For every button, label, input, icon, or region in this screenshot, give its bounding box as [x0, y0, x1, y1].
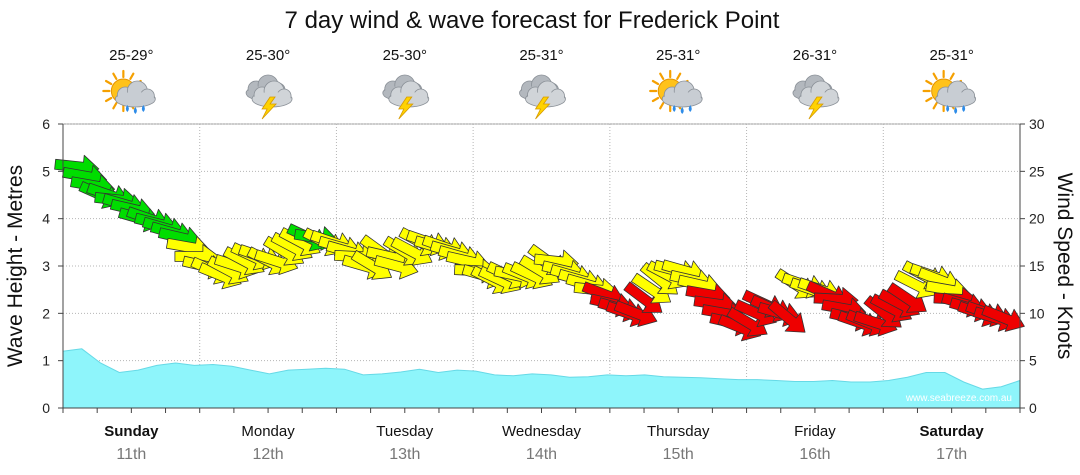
wave-height-area	[62, 348, 1021, 409]
rain-drop-icon	[672, 105, 676, 112]
y2-tick-label: 10	[1029, 305, 1045, 321]
day-name-label: Wednesday	[502, 423, 581, 440]
day-date-label: 12th	[253, 446, 284, 463]
wind-arrow	[623, 281, 663, 313]
day-temp-range: 25-31°	[656, 47, 700, 64]
y2-tick-label: 25	[1029, 163, 1045, 179]
day-name-label: Monday	[241, 423, 295, 440]
cloud-thunder-icon	[382, 74, 430, 120]
y-tick-label: 1	[42, 353, 50, 369]
rain-drop-icon	[962, 105, 966, 112]
rain-drop-icon	[133, 107, 137, 114]
day-name-label: Tuesday	[376, 423, 433, 440]
day-name-label: Sunday	[104, 423, 159, 440]
y2-tick-label: 5	[1029, 353, 1037, 369]
cloud-icon	[525, 80, 566, 108]
cloud-icon	[935, 80, 977, 108]
day-temp-range: 25-30°	[383, 47, 427, 64]
wind-arrow	[767, 299, 806, 333]
day-temp-range: 25-31°	[929, 47, 973, 64]
day-name-label: Friday	[794, 423, 836, 440]
lightning-icon	[808, 96, 824, 120]
day-date-label: 16th	[799, 446, 830, 463]
y-axis-title: Wave Height - Metres	[4, 165, 27, 367]
sun-cloud-rain-icon	[922, 69, 977, 114]
cloud-thunder-icon	[245, 74, 293, 120]
rain-drop-icon	[954, 107, 958, 114]
cloud-thunder-icon	[519, 74, 566, 120]
wind-arrow	[981, 304, 1025, 332]
chart-title: 7 day wind & wave forecast for Frederick…	[285, 7, 780, 34]
day-name-label: Thursday	[647, 423, 710, 440]
rain-drop-icon	[688, 105, 692, 112]
wind-arrow	[630, 272, 672, 304]
cloud-icon	[388, 80, 430, 108]
sun-cloud-rain-icon	[649, 69, 703, 114]
rain-drop-icon	[946, 105, 950, 112]
y2-tick-label: 15	[1029, 258, 1045, 274]
rain-drop-icon	[680, 107, 684, 114]
y-tick-label: 4	[42, 211, 50, 227]
y-tick-label: 6	[42, 116, 50, 132]
cloud-thunder-icon	[792, 74, 840, 120]
day-temp-range: 25-30°	[246, 47, 290, 64]
day-temp-range: 26-31°	[793, 47, 837, 64]
y2-axis-title: Wind Speed - Knots	[1053, 173, 1076, 360]
y2-tick-label: 0	[1029, 400, 1037, 416]
sun-cloud-rain-icon	[102, 69, 156, 114]
wind-arrow	[390, 236, 433, 266]
y-tick-label: 2	[42, 305, 50, 321]
day-date-label: 17th	[936, 446, 967, 463]
lightning-icon	[398, 96, 414, 120]
wind-arrow	[726, 306, 768, 337]
rain-drop-icon	[141, 105, 145, 112]
day-date-label: 15th	[663, 446, 694, 463]
day-temp-range: 25-31°	[519, 47, 563, 64]
day-name-label: Saturday	[920, 423, 985, 440]
lightning-icon	[534, 96, 551, 120]
wind-arrow	[893, 270, 937, 299]
y2-tick-label: 20	[1029, 211, 1045, 227]
y-tick-label: 3	[42, 258, 50, 274]
cloud-icon	[114, 80, 156, 108]
day-date-label: 11th	[116, 446, 146, 463]
day-date-label: 13th	[389, 446, 420, 463]
rain-drop-icon	[125, 105, 129, 112]
y-tick-label: 0	[42, 400, 50, 416]
y-tick-label: 5	[42, 163, 50, 179]
day-date-label: 14th	[526, 446, 557, 463]
credit-text: www.seabreeze.com.au	[905, 393, 1012, 404]
lightning-icon	[261, 96, 277, 120]
day-temp-range: 25-29°	[109, 47, 153, 64]
y2-tick-label: 30	[1029, 116, 1045, 132]
